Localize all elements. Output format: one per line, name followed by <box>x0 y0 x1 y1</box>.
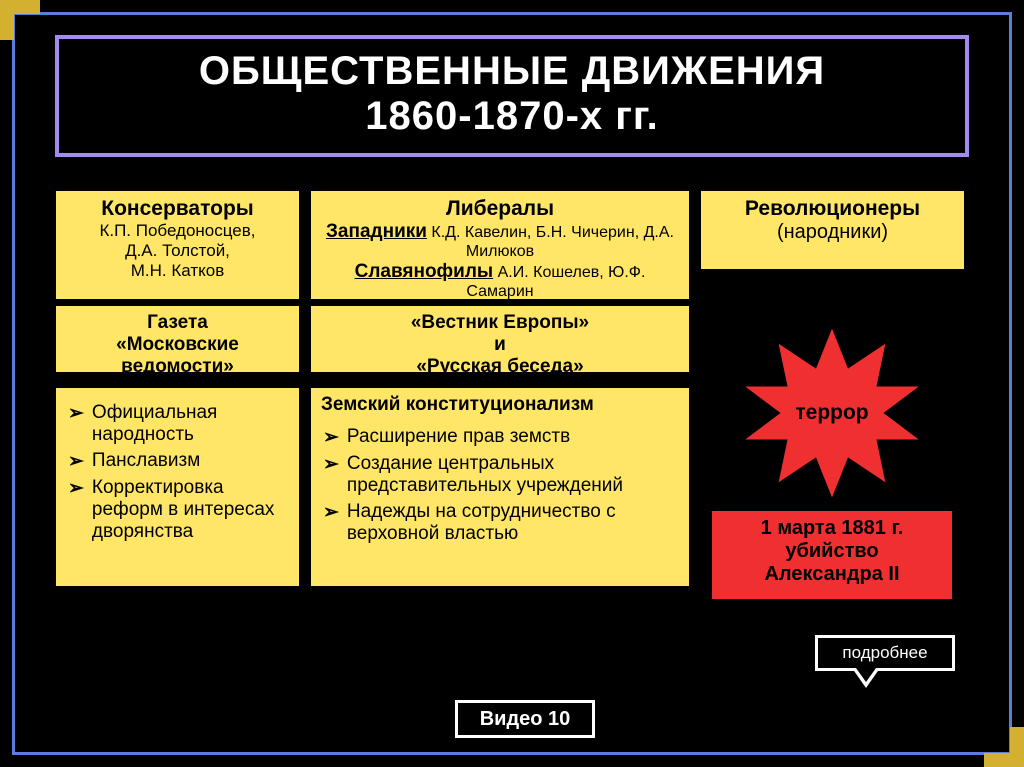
list-item: ➢ Панславизм <box>68 450 287 473</box>
revolutionaries-box: Революционеры (народники) <box>700 190 965 270</box>
terror-burst: террор <box>742 323 922 503</box>
liberals-box: Либералы Западники К.Д. Кавелин, Б.Н. Чи… <box>310 190 690 300</box>
list-item: ➢ Корректировка реформ в интересах дворян… <box>68 477 287 543</box>
bullet-icon: ➢ <box>68 477 84 500</box>
list-item-text: Корректировка реформ в интересах дворянс… <box>92 477 287 543</box>
bullet-icon: ➢ <box>323 426 339 449</box>
title-line2: 1860-1870-х гг. <box>79 94 945 139</box>
list-item: ➢ Надежды на сотрудничество с верховной в… <box>323 501 677 545</box>
event-line: Александра II <box>722 563 942 586</box>
westerners-names: К.Д. Кавелин, Б.Н. Чичерин, Д.А. Милюков <box>431 224 674 260</box>
event-line: 1 марта 1881 г. <box>722 517 942 540</box>
journal-line: «Вестник Европы» <box>321 312 679 334</box>
journal-line: и <box>321 334 679 356</box>
revolutionaries-sub: (народники) <box>711 221 954 244</box>
westerners-label: Западники <box>326 221 427 242</box>
slide-title: ОБЩЕСТВЕННЫЕ ДВИЖЕНИЯ 1860-1870-х гг. <box>55 35 969 157</box>
assassination-box: 1 марта 1881 г. убийство Александра II <box>711 510 953 600</box>
corner-accent-br <box>984 753 1024 767</box>
event-line: убийство <box>722 540 942 563</box>
corner-accent-tl <box>0 14 14 40</box>
conservatives-paper: Газета «Московские ведомости» <box>55 305 300 373</box>
bullet-icon: ➢ <box>68 402 84 425</box>
conservatives-header: Консерваторы <box>66 197 289 221</box>
corner-accent-br <box>1010 727 1024 753</box>
paper-line: ведомости» <box>66 356 289 378</box>
list-item: ➢ Создание центральных представительных у… <box>323 453 677 497</box>
terror-label: террор <box>795 401 868 425</box>
paper-line: «Московские <box>66 334 289 356</box>
slavophiles-names: А.И. Кошелев, Ю.Ф. Самарин <box>466 264 645 300</box>
bullet-icon: ➢ <box>323 501 339 524</box>
title-line1: ОБЩЕСТВЕННЫЕ ДВИЖЕНИЯ <box>79 49 945 94</box>
liberals-header: Либералы <box>321 197 679 221</box>
conservatives-names: К.П. Победоносцев, Д.А. Толстой, М.Н. Ка… <box>66 221 289 281</box>
conservatives-box: Консерваторы К.П. Победоносцев, Д.А. Тол… <box>55 190 300 300</box>
list-item-text: Панславизм <box>92 450 200 472</box>
list-item-text: Расширение прав земств <box>347 426 570 448</box>
liberals-journals: «Вестник Европы» и «Русская беседа» <box>310 305 690 373</box>
zemstvo-box: Земский конституционализм ➢ Расширение пр… <box>310 387 690 587</box>
conservatives-ideas: ➢ Официальная народность ➢ Панславизм ➢ Корре… <box>55 387 300 587</box>
slavophiles-label: Славянофилы <box>355 261 494 282</box>
corner-accent-tl <box>0 0 40 14</box>
list-item-text: Официальная народность <box>92 402 287 446</box>
list-item-text: Надежды на сотрудничество с верховной вл… <box>347 501 677 545</box>
zemstvo-title: Земский конституционализм <box>321 394 679 416</box>
video-button[interactable]: Видео 10 <box>455 700 595 738</box>
journal-line: «Русская беседа» <box>321 356 679 378</box>
bullet-icon: ➢ <box>323 453 339 476</box>
list-item: ➢ Расширение прав земств <box>323 426 677 449</box>
list-item-text: Создание центральных представительных уч… <box>347 453 677 497</box>
list-item: ➢ Официальная народность <box>68 402 287 446</box>
callout-tail-icon <box>856 668 876 682</box>
bullet-icon: ➢ <box>68 450 84 473</box>
detail-button[interactable]: подробнее <box>815 635 955 671</box>
revolutionaries-header: Революционеры <box>711 197 954 221</box>
paper-line: Газета <box>66 312 289 334</box>
